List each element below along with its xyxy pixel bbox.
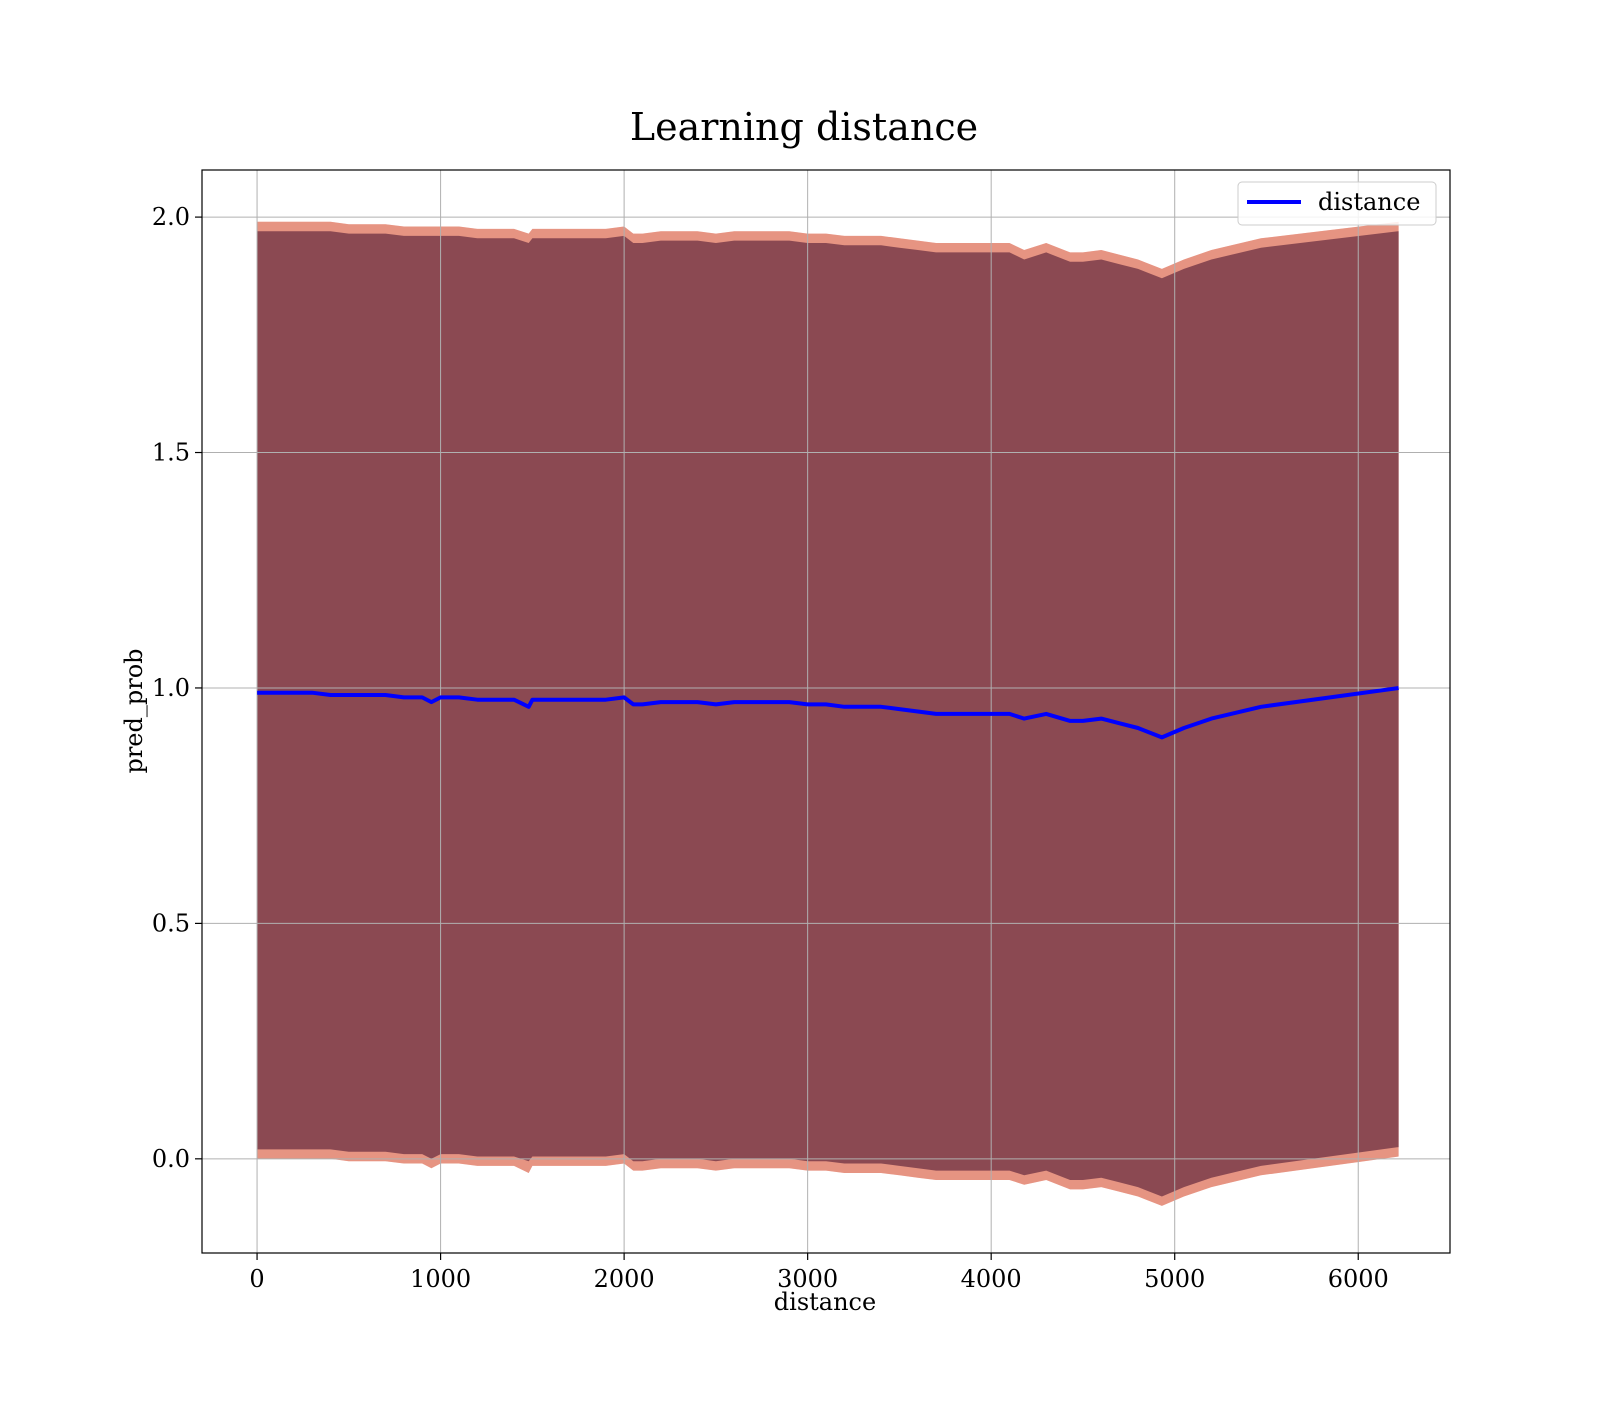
x-axis-label: distance [774,1288,876,1316]
chart-title: Learning distance [630,105,978,149]
band-inner [257,231,1399,1197]
legend: distance [1237,181,1437,226]
y-tick-label: 1.5 [152,439,190,467]
x-tick-label: 4000 [961,1265,1022,1293]
y-axis-label: pred_prob [120,648,148,773]
plot-frame [201,169,1451,1254]
x-tick-label: 3000 [777,1265,838,1293]
y-tick-label: 0.5 [152,909,190,937]
x-tick-label: 5000 [1144,1265,1205,1293]
y-tick-label: 2.0 [152,203,190,231]
legend-label-distance: distance [1318,188,1420,216]
x-tick-label: 6000 [1328,1265,1389,1293]
x-tick-label: 1000 [410,1265,471,1293]
x-tick-label: 0 [249,1265,264,1293]
legend-box [1237,181,1437,226]
series-line-distance [257,686,1399,740]
x-tick-label: 2000 [594,1265,655,1293]
y-tick-label: 0.0 [152,1145,190,1173]
y-tick-label: 1.0 [152,674,190,702]
